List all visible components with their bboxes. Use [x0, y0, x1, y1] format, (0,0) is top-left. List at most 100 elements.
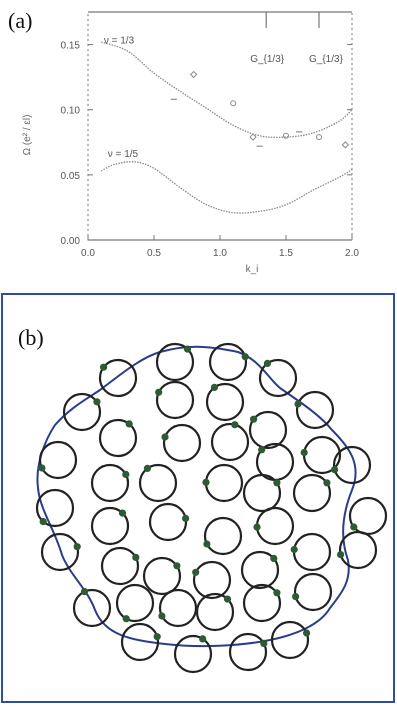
data-point-circle	[283, 132, 289, 139]
data-point-diamond	[189, 70, 198, 79]
vortex-ring	[62, 392, 102, 432]
electron-dot	[241, 353, 249, 361]
electron-dot	[153, 633, 161, 641]
series-line	[100, 161, 353, 214]
vortex-ring	[210, 422, 250, 462]
vortex-ring	[195, 592, 235, 632]
vortex-ring	[338, 530, 378, 570]
x-tick-label: 0.5	[147, 248, 161, 259]
electron-dot	[80, 588, 89, 596]
y-tick-label: 0.15	[61, 41, 81, 52]
electron-dot	[292, 593, 300, 601]
x-tick-label: 2.0	[345, 248, 359, 259]
vortex-ring	[292, 473, 332, 513]
vortex-ring	[138, 463, 178, 503]
electron-dot	[173, 562, 181, 570]
panel-b-label: (b)	[18, 325, 44, 350]
vortex-ring	[40, 532, 80, 572]
electron-dot	[118, 509, 127, 517]
x-tick-label: 0.0	[81, 248, 95, 259]
data-point-diamond	[249, 133, 257, 141]
y-axis-title: Ω (e² / εl)	[22, 115, 33, 156]
electron-dot	[250, 415, 258, 423]
vortex-ring	[155, 380, 195, 420]
data-point-diamond	[341, 141, 350, 149]
y-tick-label: 0.05	[61, 171, 81, 182]
vortex-ring	[72, 588, 112, 628]
electron-dot	[300, 448, 308, 457]
vortex-ring	[35, 488, 75, 528]
electron-dot	[258, 446, 266, 454]
electron-dot	[155, 388, 163, 396]
top-marker-label: G_{1/3}	[250, 54, 285, 65]
electron-dot	[183, 345, 192, 353]
electron-dot	[93, 398, 101, 406]
x-tick-label: 1.0	[213, 248, 227, 259]
electron-dot	[73, 543, 81, 551]
vortex-ring	[98, 418, 138, 458]
vortex-ring	[38, 440, 78, 480]
electron-dot	[143, 464, 151, 472]
panel-a-label: (a)	[8, 8, 32, 33]
electron-dot	[39, 518, 47, 526]
electron-dot	[273, 589, 281, 597]
electron-dot	[337, 551, 345, 559]
vortex-ring	[142, 556, 182, 596]
electron-dot	[199, 635, 207, 643]
vortex-ring	[203, 516, 243, 556]
vortex-ring	[258, 358, 298, 398]
electron-dot	[350, 523, 358, 531]
electron-dot	[273, 479, 281, 487]
electron-dot	[270, 554, 278, 562]
y-tick-label: 0.10	[61, 106, 81, 117]
dispersion-chart: (a) 0.0 0.5 1.0 1.5 2.0 0.00 0.05 0.10 0.15 G_{1/…	[8, 8, 359, 275]
vortex-ring	[173, 634, 213, 674]
electron-dot	[125, 420, 133, 428]
data-point-circle	[316, 134, 322, 141]
top-marker-label: G_{1/3}	[309, 54, 344, 65]
electron-dot	[223, 595, 232, 603]
panel-a: (a) 0.0 0.5 1.0 1.5 2.0 0.00 0.05 0.10 0.15 G_{1/…	[0, 0, 397, 290]
vortex-ring	[228, 632, 268, 672]
x-axis-title: k_i	[246, 264, 259, 275]
y-tick-label: 0.00	[61, 236, 81, 247]
vortex-ring	[208, 342, 248, 382]
electron-dot	[182, 514, 190, 522]
electron-dot	[331, 466, 339, 474]
vortex-ring	[242, 473, 282, 513]
vortex-ring	[162, 423, 202, 463]
vortex-droplet-diagram: (b)	[1, 293, 395, 703]
vortex-ring	[240, 550, 280, 590]
electron-dot	[290, 545, 298, 554]
vortex-ring	[90, 506, 130, 546]
electron-dot	[323, 479, 331, 487]
vortex-ring	[120, 622, 160, 662]
vortex-ring	[158, 588, 198, 628]
electron-dot	[263, 359, 271, 367]
electron-dot	[294, 400, 302, 408]
panel-b-frame	[1, 293, 395, 703]
curve-label: ν = 1/5	[108, 149, 139, 160]
electron-dot	[210, 383, 218, 391]
electron-dot	[38, 464, 46, 472]
vortex-ring	[248, 410, 288, 450]
electron-dot	[253, 523, 261, 531]
electron-dot	[202, 478, 210, 486]
panel-b: (b)	[0, 290, 397, 705]
data-point-circle	[230, 100, 237, 107]
electron-dot	[192, 568, 200, 576]
electron-dot	[161, 433, 169, 441]
electron-dot	[231, 421, 239, 429]
vortex-ring	[192, 560, 232, 600]
electron-dot	[132, 553, 140, 561]
vortex-ring	[332, 445, 372, 485]
curve-label: ν = 1/3	[104, 36, 135, 47]
x-tick-label: 1.5	[279, 248, 293, 259]
vortex-ring	[270, 620, 310, 660]
electron-dot	[303, 629, 311, 637]
vortex-ring	[115, 583, 155, 623]
electron-dot	[203, 540, 211, 548]
vortex-ring	[293, 572, 333, 612]
electron-dot	[122, 470, 130, 478]
vortex-ring	[295, 390, 335, 430]
